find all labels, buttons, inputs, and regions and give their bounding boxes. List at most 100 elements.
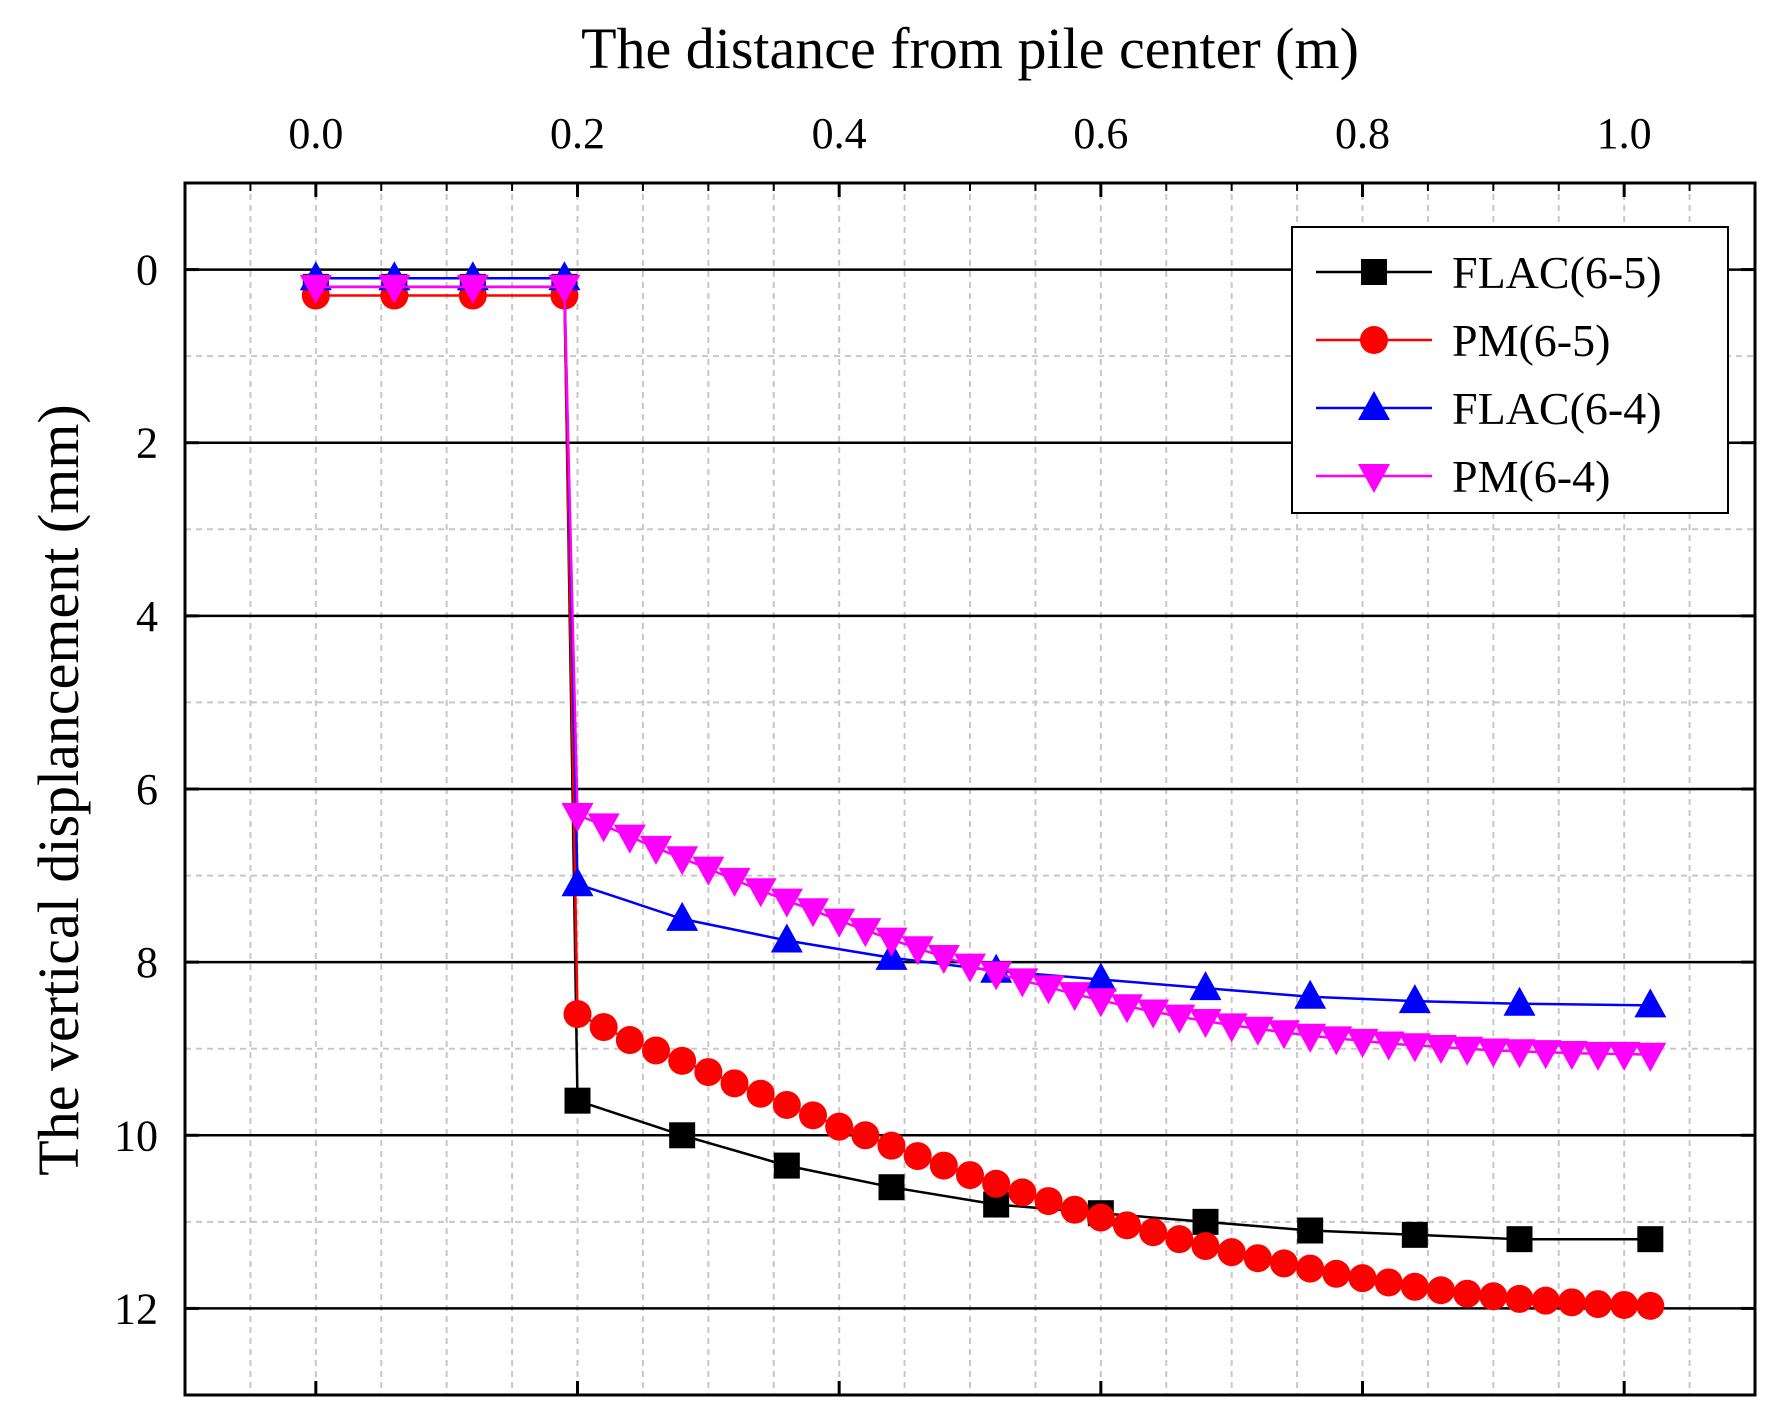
data-point: [1503, 986, 1536, 1016]
data-point: [1137, 999, 1170, 1029]
data-point: [694, 1058, 723, 1087]
series-PM(6-4): [299, 274, 1667, 1072]
data-point: [1320, 1026, 1353, 1056]
legend-marker: [1358, 391, 1390, 420]
data-point: [1453, 1279, 1482, 1308]
data-point: [901, 936, 934, 966]
data-point: [1503, 1039, 1536, 1069]
data-point: [877, 1131, 906, 1160]
data-point: [1398, 984, 1431, 1014]
data-point: [903, 1142, 932, 1171]
data-point: [1006, 968, 1039, 998]
data-point: [1217, 1238, 1246, 1267]
data-point: [561, 867, 594, 897]
data-point: [615, 1026, 644, 1055]
data-point: [561, 802, 594, 832]
data-point: [825, 1112, 854, 1141]
x-tick-label: 0.2: [550, 109, 605, 158]
data-point: [720, 1069, 749, 1098]
data-point: [1163, 1004, 1196, 1034]
data-point: [1584, 1290, 1612, 1319]
data-point: [956, 1161, 984, 1190]
data-point: [770, 923, 803, 953]
data-point: [1477, 1038, 1510, 1068]
data-point: [1058, 982, 1091, 1012]
data-point: [666, 846, 699, 876]
data-point: [1215, 1013, 1248, 1043]
data-point: [692, 856, 725, 886]
data-point: [799, 1101, 827, 1130]
data-point: [1139, 1218, 1168, 1247]
x-tick-label: 0.8: [1335, 109, 1390, 158]
data-point: [1189, 1009, 1222, 1039]
data-point: [1582, 1041, 1614, 1071]
data-point: [1008, 1178, 1037, 1207]
data-point: [849, 918, 882, 948]
data-point: [1297, 1217, 1324, 1244]
data-point: [642, 1036, 670, 1065]
data-point: [1557, 1288, 1586, 1317]
data-point: [954, 953, 986, 983]
x-tick-label: 0.6: [1073, 109, 1128, 158]
data-point: [1637, 1226, 1664, 1253]
data-point: [1191, 1232, 1220, 1261]
x-axis-title: The distance from pile center (m): [581, 16, 1359, 81]
data-point: [1084, 988, 1117, 1018]
data-point: [1243, 1244, 1272, 1273]
data-point: [1165, 1225, 1194, 1254]
data-point: [1294, 979, 1327, 1009]
data-point: [797, 898, 829, 928]
y-axis-title: The vertical displancement (mm): [26, 404, 91, 1175]
data-point: [1425, 1034, 1457, 1064]
data-point: [1555, 1041, 1588, 1071]
legend-marker: [1360, 326, 1388, 354]
x-tick-label: 0.4: [812, 109, 867, 158]
data-point: [772, 1090, 801, 1119]
data-point: [718, 867, 751, 897]
data-point: [823, 908, 856, 938]
data-point: [1346, 1028, 1379, 1058]
data-point: [456, 274, 489, 304]
data-point: [589, 1013, 618, 1042]
data-point: [878, 1174, 905, 1201]
data-point: [1451, 1036, 1484, 1066]
data-point: [1427, 1276, 1455, 1305]
data-point: [1636, 1291, 1665, 1320]
data-point: [1372, 1031, 1405, 1061]
data-point: [1241, 1016, 1274, 1046]
data-point: [770, 888, 803, 918]
data-point: [1505, 1284, 1534, 1313]
legend-marker: [1361, 259, 1387, 285]
legend-label: PM(6-4): [1452, 451, 1610, 502]
data-point: [1060, 1195, 1089, 1224]
data-point: [1400, 1272, 1429, 1301]
data-point: [548, 274, 581, 304]
data-point: [564, 1087, 591, 1114]
data-point: [1506, 1226, 1533, 1253]
y-tick-label: 2: [136, 419, 158, 468]
legend-label: PM(6-5): [1452, 315, 1610, 366]
data-point: [1610, 1290, 1639, 1319]
y-tick-label: 4: [136, 592, 158, 641]
data-point: [1529, 1040, 1562, 1070]
data-point: [666, 901, 699, 931]
data-point: [1268, 1020, 1300, 1050]
plot-series: [299, 261, 1667, 1320]
data-point: [1296, 1254, 1325, 1283]
data-point: [669, 1122, 696, 1149]
y-tick-label: 8: [136, 938, 158, 987]
data-point: [1322, 1259, 1351, 1288]
data-point: [613, 824, 646, 854]
legend-label: FLAC(6-4): [1452, 383, 1662, 434]
data-point: [1348, 1264, 1377, 1293]
data-point: [1032, 975, 1065, 1005]
data-point: [1479, 1282, 1508, 1311]
data-point: [378, 274, 411, 304]
data-point: [746, 1079, 775, 1108]
data-point: [1192, 1208, 1219, 1235]
axis-ticks: 0.0 0.2 0.4 0.6 0.8 1.0 0 2 4 6 8 10 12: [114, 109, 1755, 1395]
data-point: [851, 1121, 880, 1150]
data-point: [875, 927, 908, 957]
